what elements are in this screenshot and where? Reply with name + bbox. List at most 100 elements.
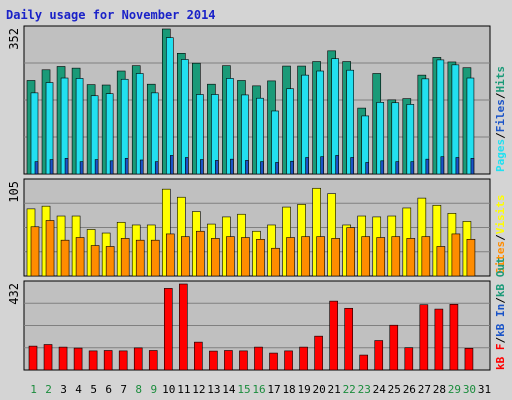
kbytes-bar-day-15 bbox=[239, 350, 248, 371]
chart-panels: 352 105 432 bbox=[7, 25, 491, 371]
kbytes-bar-day-1 bbox=[28, 345, 38, 371]
files-bar-day-15 bbox=[241, 94, 249, 175]
x-tick-label-30: 30 bbox=[463, 383, 476, 396]
right-label-kbytes: kB F/kB In/kB Out bbox=[494, 257, 507, 370]
sites-bar-day-15 bbox=[241, 237, 250, 277]
x-tick-label-26: 26 bbox=[403, 383, 416, 396]
files-bar-day-30 bbox=[466, 77, 475, 175]
x-axis-labels: 1 2 3 4 5 6 7 8 9 10 11 12 13 14 15 16 17 18 19 20 21 22 23 24 2… bbox=[30, 383, 491, 396]
pages-bar-day-7 bbox=[124, 158, 129, 175]
pages-bar-day-4 bbox=[79, 161, 84, 175]
kbytes-bar-day-3 bbox=[58, 346, 68, 371]
right-label-kbytes-segment: / bbox=[494, 337, 507, 344]
x-tick-label-23: 23 bbox=[358, 383, 371, 396]
hits_panel: 352 bbox=[7, 25, 491, 175]
sites-bar-day-11 bbox=[181, 236, 190, 277]
files-bar-day-9 bbox=[150, 92, 159, 175]
kbytes-bar-day-23 bbox=[359, 354, 369, 371]
sites-bar-day-7 bbox=[120, 238, 130, 277]
files-bar-day-17 bbox=[271, 110, 279, 175]
files-bar-day-11 bbox=[181, 59, 189, 175]
pages-bar-day-24 bbox=[380, 160, 385, 175]
files-bar-day-26 bbox=[406, 104, 415, 175]
files-bar-day-1 bbox=[30, 92, 39, 175]
pages-bar-day-20 bbox=[320, 156, 324, 175]
x-tick-label-1: 1 bbox=[30, 383, 37, 396]
kbytes-bar-day-8 bbox=[133, 347, 143, 371]
files-bar-day-25 bbox=[391, 102, 400, 175]
sites-bar-day-19 bbox=[301, 236, 310, 277]
kbytes-bar-day-17 bbox=[269, 352, 278, 371]
sites-bar-day-28 bbox=[436, 246, 446, 277]
pages-bar-day-25 bbox=[395, 161, 400, 175]
files-bar-day-23 bbox=[361, 115, 370, 175]
sites-bar-day-14 bbox=[226, 236, 235, 277]
x-tick-label-20: 20 bbox=[313, 383, 326, 396]
right-label-hits-segment: / bbox=[494, 132, 507, 139]
pages-bar-day-14 bbox=[230, 158, 234, 175]
x-tick-label-3: 3 bbox=[60, 383, 67, 396]
x-tick-label-5: 5 bbox=[90, 383, 97, 396]
kbytes-bar-day-18 bbox=[284, 350, 293, 371]
kbytes-bar-day-14 bbox=[224, 350, 233, 371]
sites-bar-day-23 bbox=[361, 236, 371, 277]
x-tick-label-6: 6 bbox=[105, 383, 112, 396]
sites-bar-day-8 bbox=[135, 239, 145, 277]
x-tick-label-31: 31 bbox=[478, 383, 491, 396]
x-tick-label-10: 10 bbox=[162, 383, 175, 396]
x-tick-label-29: 29 bbox=[448, 383, 461, 396]
x-tick-label-21: 21 bbox=[328, 383, 341, 396]
pages-bar-day-23 bbox=[365, 162, 370, 175]
files-bar-day-24 bbox=[376, 102, 385, 175]
kbytes-bar-day-4 bbox=[73, 347, 83, 371]
kbytes-bar-day-20 bbox=[314, 335, 323, 371]
files-bar-day-8 bbox=[135, 73, 144, 175]
files-bar-day-19 bbox=[301, 74, 309, 175]
pages-bar-day-18 bbox=[290, 160, 294, 175]
pages-bar-day-22 bbox=[350, 157, 354, 175]
pages-bar-day-27 bbox=[425, 158, 430, 175]
files-bar-day-14 bbox=[226, 78, 234, 175]
files-bar-day-16 bbox=[256, 97, 264, 175]
kbytes_panel-ymax-label: 432 bbox=[7, 283, 21, 305]
x-tick-label-16: 16 bbox=[252, 383, 265, 396]
kbytes-bar-day-9 bbox=[148, 350, 158, 371]
right-label-kbytes-segment: kB In bbox=[494, 304, 507, 337]
kbytes-bar-day-13 bbox=[209, 350, 218, 371]
sites-bar-day-9 bbox=[150, 239, 160, 277]
sites-bar-day-10 bbox=[165, 233, 175, 277]
files-bar-day-3 bbox=[60, 77, 69, 175]
right-label-hits: Pages/Files/Hits bbox=[494, 66, 507, 172]
kbytes-bar-day-28 bbox=[434, 308, 444, 371]
right-label-visits-segment: Sites bbox=[494, 241, 507, 274]
kbytes-bar-day-27 bbox=[419, 304, 429, 371]
kbytes-bar-day-12 bbox=[194, 341, 203, 371]
sites-bar-day-21 bbox=[331, 238, 340, 277]
kbytes-bar-day-22 bbox=[344, 307, 353, 371]
files-bar-day-21 bbox=[331, 58, 339, 175]
right-label-kbytes-segment: kB F bbox=[494, 344, 507, 371]
files-bar-day-5 bbox=[90, 95, 99, 175]
kbytes-bar-day-29 bbox=[449, 304, 459, 371]
kbytes-bar-day-2 bbox=[43, 344, 53, 371]
sites-bar-day-18 bbox=[286, 237, 295, 277]
x-tick-label-24: 24 bbox=[373, 383, 387, 396]
x-tick-label-4: 4 bbox=[75, 383, 82, 396]
right-label-hits-segment: Hits bbox=[494, 66, 507, 93]
visits_panel: 105 bbox=[7, 178, 491, 277]
x-tick-label-9: 9 bbox=[150, 383, 157, 396]
kbytes-bar-day-25 bbox=[389, 324, 399, 371]
sites-bar-day-1 bbox=[30, 226, 40, 277]
kbytes-bar-day-24 bbox=[374, 340, 384, 371]
sites-bar-day-27 bbox=[421, 236, 431, 277]
x-tick-label-17: 17 bbox=[267, 383, 280, 396]
chart-title: Daily usage for November 2014 bbox=[6, 8, 216, 22]
kbytes-bar-day-30 bbox=[464, 348, 474, 371]
sites-bar-day-30 bbox=[466, 238, 476, 277]
sites-bar-day-6 bbox=[105, 246, 115, 277]
pages-bar-day-10 bbox=[169, 155, 174, 175]
files-bar-day-28 bbox=[436, 59, 445, 175]
pages-bar-day-1 bbox=[34, 161, 39, 175]
